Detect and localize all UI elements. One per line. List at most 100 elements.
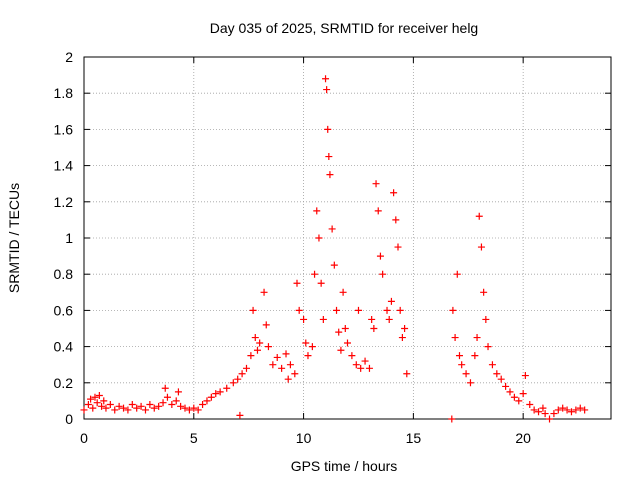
- data-point: [401, 325, 409, 332]
- y-tick-label: 1: [65, 230, 73, 246]
- data-point: [317, 279, 325, 287]
- data-point: [541, 410, 549, 418]
- data-point: [458, 361, 466, 369]
- data-point: [146, 401, 154, 409]
- data-point: [236, 411, 244, 419]
- data-point: [337, 346, 345, 354]
- data-point: [392, 216, 400, 224]
- data-point: [311, 270, 319, 278]
- data-point: [370, 325, 378, 332]
- data-point: [484, 343, 492, 351]
- grid-lines: [84, 57, 611, 419]
- data-point: [471, 352, 479, 360]
- data-point: [323, 86, 331, 94]
- data-point: [403, 370, 411, 378]
- data-point: [396, 306, 404, 314]
- data-point: [394, 243, 402, 251]
- data-point: [128, 401, 136, 409]
- data-point: [335, 328, 343, 336]
- data-point: [251, 334, 259, 342]
- data-point: [247, 352, 255, 360]
- data-point: [473, 334, 481, 342]
- data-point: [462, 370, 470, 378]
- data-point: [333, 306, 341, 314]
- data-point: [308, 343, 316, 351]
- data-point: [567, 408, 575, 416]
- y-tick-label: 1.8: [54, 85, 74, 101]
- data-point: [194, 406, 202, 414]
- data-point: [190, 404, 198, 412]
- data-point: [572, 406, 580, 414]
- data-point: [357, 364, 365, 372]
- x-tick-label: 0: [80, 430, 88, 446]
- data-point: [278, 364, 286, 372]
- data-point: [291, 370, 299, 378]
- data-point: [212, 390, 220, 398]
- data-point: [216, 388, 224, 396]
- data-point: [390, 189, 398, 197]
- data-point: [87, 395, 95, 403]
- x-axis-label: GPS time / hours: [291, 458, 398, 474]
- data-point: [339, 288, 347, 296]
- data-point: [304, 352, 312, 360]
- y-tick-label: 1.6: [54, 121, 74, 137]
- data-point: [488, 361, 496, 369]
- data-point: [95, 391, 103, 399]
- data-point: [482, 315, 490, 323]
- data-point: [106, 401, 114, 409]
- y-tick-label: 1.2: [54, 194, 74, 210]
- data-point: [374, 207, 382, 215]
- data-point: [223, 384, 231, 392]
- data-point: [174, 388, 182, 396]
- data-point: [510, 393, 518, 401]
- data-point: [315, 234, 323, 242]
- data-point: [535, 408, 543, 416]
- data-point: [563, 406, 571, 414]
- data-point: [361, 357, 369, 365]
- data-point: [168, 401, 176, 409]
- data-points: [80, 75, 589, 423]
- x-tick-label: 10: [296, 430, 312, 446]
- data-point: [497, 375, 505, 383]
- data-point: [181, 404, 189, 412]
- data-point: [453, 270, 461, 278]
- data-point: [330, 261, 338, 269]
- axis-ticks: 00.20.40.60.811.21.41.61.820 5 10 15 20: [54, 49, 611, 446]
- y-tick-label: 0.2: [54, 375, 74, 391]
- data-point: [98, 402, 106, 410]
- data-point: [455, 352, 463, 360]
- data-point: [344, 339, 351, 347]
- data-point: [475, 212, 483, 220]
- x-tick-label: 15: [406, 430, 422, 446]
- chart-title: Day 035 of 2025, SRMTID for receiver hel…: [210, 20, 478, 36]
- data-point: [502, 382, 510, 390]
- data-point: [466, 379, 474, 387]
- data-point: [322, 75, 330, 83]
- y-tick-label: 0.8: [54, 266, 74, 282]
- data-point: [372, 180, 380, 188]
- data-point: [387, 297, 395, 305]
- data-point: [172, 397, 180, 405]
- data-point: [313, 207, 321, 215]
- data-point: [376, 252, 384, 260]
- data-point: [93, 399, 101, 407]
- data-point: [89, 404, 97, 412]
- data-point: [493, 370, 501, 378]
- data-point: [293, 279, 301, 287]
- data-point: [341, 325, 349, 332]
- data-point: [161, 384, 169, 392]
- data-point: [515, 397, 523, 405]
- data-point: [141, 406, 149, 414]
- data-point: [256, 339, 264, 347]
- data-point: [526, 401, 534, 409]
- y-tick-label: 0.4: [54, 339, 74, 355]
- data-point: [365, 364, 373, 372]
- data-point: [352, 361, 360, 369]
- data-point: [559, 404, 567, 412]
- y-tick-label: 1.4: [54, 158, 74, 174]
- y-tick-label: 0: [65, 411, 73, 427]
- data-point: [234, 375, 242, 383]
- data-point: [163, 393, 171, 401]
- data-point: [383, 306, 391, 314]
